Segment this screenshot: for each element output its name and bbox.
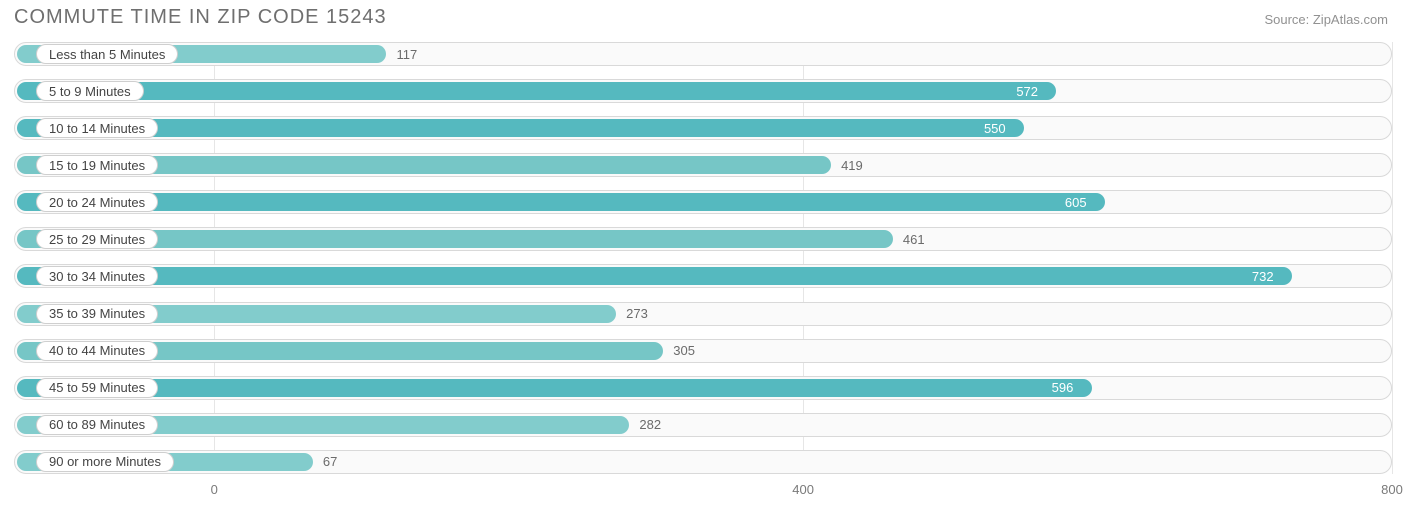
bar-row: 90 or more Minutes 67 [14, 450, 1392, 474]
value-label: 67 [323, 450, 337, 474]
bar-row: 60 to 89 Minutes 282 [14, 413, 1392, 437]
bar-row: 30 to 34 Minutes 732 [14, 264, 1392, 288]
chart-area: Less than 5 Minutes 117 5 to 9 Minutes 572 1… [14, 42, 1392, 500]
value-label: 282 [639, 413, 661, 437]
category-pill: 45 to 59 Minutes [36, 378, 158, 398]
category-pill: 15 to 19 Minutes [36, 155, 158, 175]
x-axis: 0400800 [14, 478, 1392, 500]
x-tick-label: 800 [1381, 482, 1403, 497]
category-pill: 20 to 24 Minutes [36, 192, 158, 212]
bar-row: Less than 5 Minutes 117 [14, 42, 1392, 66]
value-label: 550 [984, 116, 1006, 140]
bar-row: 10 to 14 Minutes 550 [14, 116, 1392, 140]
bar-row: 15 to 19 Minutes 419 [14, 153, 1392, 177]
value-label: 117 [396, 42, 417, 66]
value-label: 572 [1016, 79, 1038, 103]
category-pill: 5 to 9 Minutes [36, 81, 144, 101]
bar-row: 20 to 24 Minutes 605 [14, 190, 1392, 214]
category-pill: 40 to 44 Minutes [36, 341, 158, 361]
category-pill: 30 to 34 Minutes [36, 266, 158, 286]
bar-row: 35 to 39 Minutes 273 [14, 302, 1392, 326]
chart-title: COMMUTE TIME IN ZIP CODE 15243 [14, 6, 387, 29]
bars-container: Less than 5 Minutes 117 5 to 9 Minutes 572 1… [14, 42, 1392, 474]
category-pill: 90 or more Minutes [36, 452, 174, 472]
bar-row: 25 to 29 Minutes 461 [14, 227, 1392, 251]
value-label: 596 [1052, 376, 1074, 400]
value-label: 273 [626, 302, 648, 326]
bar [17, 193, 1105, 211]
bar-row: 45 to 59 Minutes 596 [14, 376, 1392, 400]
bar [17, 82, 1056, 100]
bar-row: 5 to 9 Minutes 572 [14, 79, 1392, 103]
category-pill: 10 to 14 Minutes [36, 118, 158, 138]
source-attribution: Source: ZipAtlas.com [1264, 12, 1388, 27]
x-tick-label: 0 [211, 482, 218, 497]
grid-line [1392, 42, 1393, 474]
value-label: 605 [1065, 190, 1087, 214]
category-pill: 35 to 39 Minutes [36, 304, 158, 324]
bar [17, 379, 1092, 397]
x-tick-label: 400 [792, 482, 814, 497]
category-pill: Less than 5 Minutes [36, 44, 178, 64]
value-label: 419 [841, 153, 863, 177]
value-label: 461 [903, 227, 925, 251]
value-label: 305 [673, 339, 695, 363]
category-pill: 25 to 29 Minutes [36, 229, 158, 249]
bar [17, 119, 1024, 137]
bar [17, 267, 1292, 285]
bar-row: 40 to 44 Minutes 305 [14, 339, 1392, 363]
category-pill: 60 to 89 Minutes [36, 415, 158, 435]
value-label: 732 [1252, 264, 1274, 288]
